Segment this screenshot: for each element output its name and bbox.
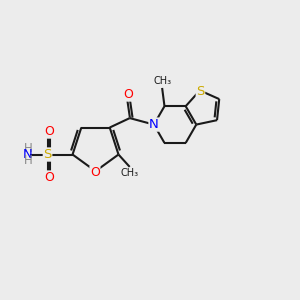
Text: CH₃: CH₃ bbox=[121, 168, 139, 178]
Text: S: S bbox=[196, 85, 205, 98]
Text: N: N bbox=[149, 118, 159, 131]
Text: O: O bbox=[90, 166, 100, 179]
Text: O: O bbox=[124, 88, 134, 101]
Text: CH₃: CH₃ bbox=[153, 76, 171, 86]
Text: S: S bbox=[43, 148, 52, 161]
Text: O: O bbox=[44, 171, 54, 184]
Text: H: H bbox=[23, 154, 32, 167]
Text: N: N bbox=[23, 148, 33, 161]
Text: H: H bbox=[23, 142, 32, 154]
Text: O: O bbox=[44, 125, 54, 138]
